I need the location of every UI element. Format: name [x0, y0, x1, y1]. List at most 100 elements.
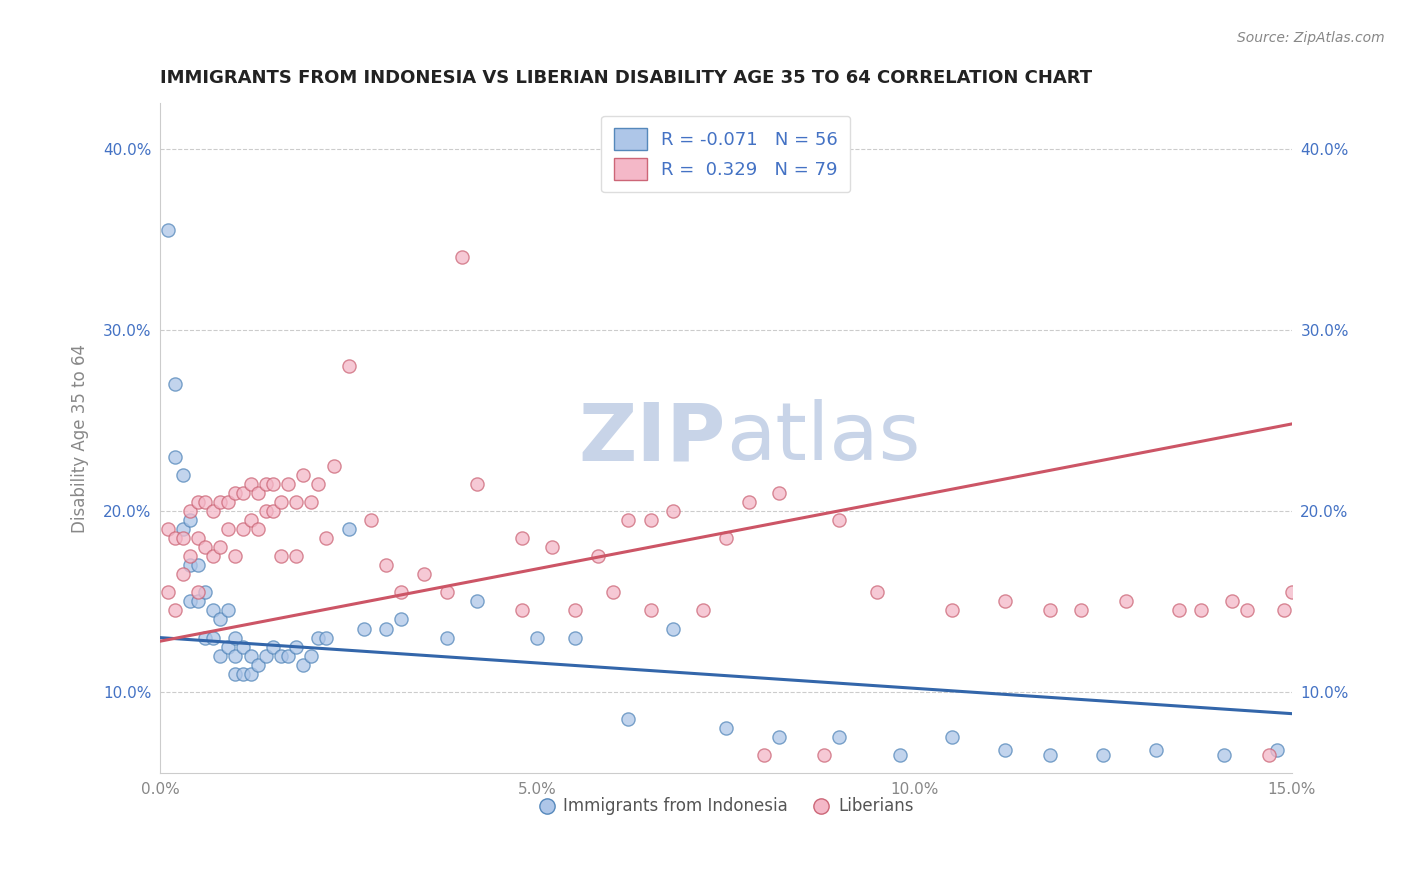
Text: ZIP: ZIP — [579, 400, 725, 477]
Point — [1092, 748, 1115, 763]
Point — [1281, 585, 1303, 599]
Point — [450, 250, 472, 264]
Point — [360, 513, 382, 527]
Point — [270, 549, 292, 563]
Point — [239, 476, 262, 491]
Point — [284, 549, 307, 563]
Point — [179, 549, 201, 563]
Point — [586, 549, 609, 563]
Point — [232, 522, 254, 536]
Point — [391, 585, 413, 599]
Point — [737, 495, 759, 509]
Point — [187, 558, 209, 573]
Point — [247, 657, 270, 672]
Point — [510, 531, 533, 545]
Point — [277, 476, 299, 491]
Point — [617, 513, 640, 527]
Text: atlas: atlas — [725, 400, 921, 477]
Point — [1274, 603, 1296, 617]
Point — [187, 585, 209, 599]
Point — [526, 631, 548, 645]
Point — [239, 513, 262, 527]
Point — [307, 476, 329, 491]
Point — [209, 648, 232, 663]
Point — [941, 603, 963, 617]
Point — [284, 640, 307, 654]
Point — [617, 712, 640, 726]
Point — [254, 504, 277, 518]
Point — [1189, 603, 1212, 617]
Point — [262, 504, 284, 518]
Point — [187, 531, 209, 545]
Point — [172, 567, 194, 582]
Point — [322, 458, 344, 473]
Point — [391, 613, 413, 627]
Point — [194, 540, 217, 554]
Point — [375, 558, 398, 573]
Point — [714, 531, 737, 545]
Point — [564, 631, 586, 645]
Point — [315, 531, 337, 545]
Point — [165, 531, 187, 545]
Point — [1213, 748, 1236, 763]
Point — [270, 495, 292, 509]
Point — [247, 485, 270, 500]
Point — [194, 585, 217, 599]
Point — [172, 467, 194, 482]
Point — [217, 522, 239, 536]
Point — [889, 748, 911, 763]
Point — [224, 549, 246, 563]
Point — [239, 666, 262, 681]
Point — [284, 495, 307, 509]
Point — [217, 603, 239, 617]
Point — [292, 657, 315, 672]
Point — [209, 495, 232, 509]
Point — [640, 513, 662, 527]
Text: Source: ZipAtlas.com: Source: ZipAtlas.com — [1237, 31, 1385, 45]
Point — [768, 730, 790, 744]
Point — [436, 585, 458, 599]
Point — [217, 640, 239, 654]
Point — [156, 223, 179, 237]
Point — [813, 748, 835, 763]
Point — [194, 631, 217, 645]
Point — [209, 540, 232, 554]
Point — [315, 631, 337, 645]
Point — [156, 522, 179, 536]
Point — [194, 495, 217, 509]
Point — [1258, 748, 1281, 763]
Point — [866, 585, 889, 599]
Point — [564, 603, 586, 617]
Point — [277, 648, 299, 663]
Point — [187, 495, 209, 509]
Point — [1236, 603, 1258, 617]
Point — [179, 504, 201, 518]
Point — [254, 476, 277, 491]
Point — [436, 631, 458, 645]
Point — [201, 631, 224, 645]
Point — [247, 522, 270, 536]
Point — [692, 603, 714, 617]
Point — [172, 531, 194, 545]
Point — [262, 640, 284, 654]
Point — [1265, 743, 1288, 757]
Point — [299, 495, 322, 509]
Point — [292, 467, 315, 482]
Point — [156, 585, 179, 599]
Point — [179, 558, 201, 573]
Point — [165, 603, 187, 617]
Point — [262, 476, 284, 491]
Point — [1167, 603, 1189, 617]
Point — [465, 594, 488, 608]
Point — [752, 748, 775, 763]
Point — [662, 504, 685, 518]
Point — [1070, 603, 1092, 617]
Point — [299, 648, 322, 663]
Point — [224, 666, 246, 681]
Point — [828, 730, 851, 744]
Point — [187, 594, 209, 608]
Point — [541, 540, 564, 554]
Point — [201, 504, 224, 518]
Point — [510, 603, 533, 617]
Point — [994, 743, 1017, 757]
